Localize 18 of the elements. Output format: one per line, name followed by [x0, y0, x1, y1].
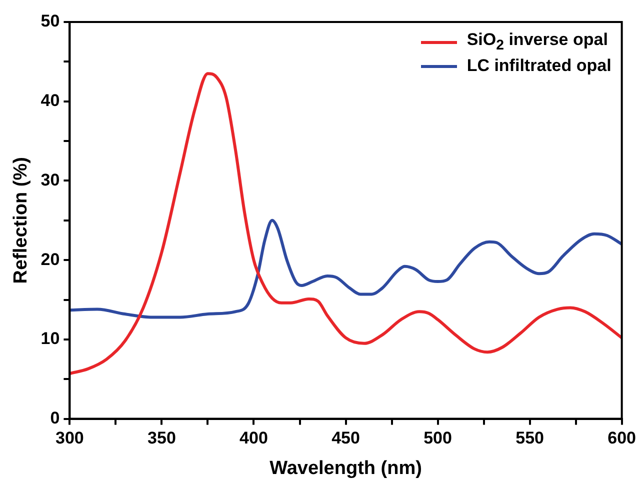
- x-tick-label: 550: [516, 428, 544, 448]
- x-axis-title: Wavelength (nm): [270, 458, 422, 479]
- y-tick-label: 30: [40, 170, 60, 190]
- y-tick-label: 10: [40, 329, 60, 348]
- y-tick-label: 20: [40, 250, 60, 269]
- legend-label: LC infiltrated opal: [466, 56, 612, 76]
- x-tick-label: 300: [56, 428, 84, 448]
- y-tick-label: 0: [50, 408, 60, 428]
- x-tick-label: 500: [424, 428, 452, 448]
- y-tick-label: 40: [40, 91, 60, 110]
- y-tick-label: 50: [40, 12, 60, 31]
- x-tick-label: 600: [608, 428, 636, 448]
- x-tick-label: 450: [332, 428, 360, 448]
- x-tick-label: 400: [240, 428, 268, 448]
- line-series: [70, 218, 622, 319]
- y-axis-title: Reflection (%): [10, 157, 32, 284]
- x-tick-label: 350: [148, 428, 176, 448]
- legend-label: SiO$_{2}$ inverse opal: [466, 30, 608, 54]
